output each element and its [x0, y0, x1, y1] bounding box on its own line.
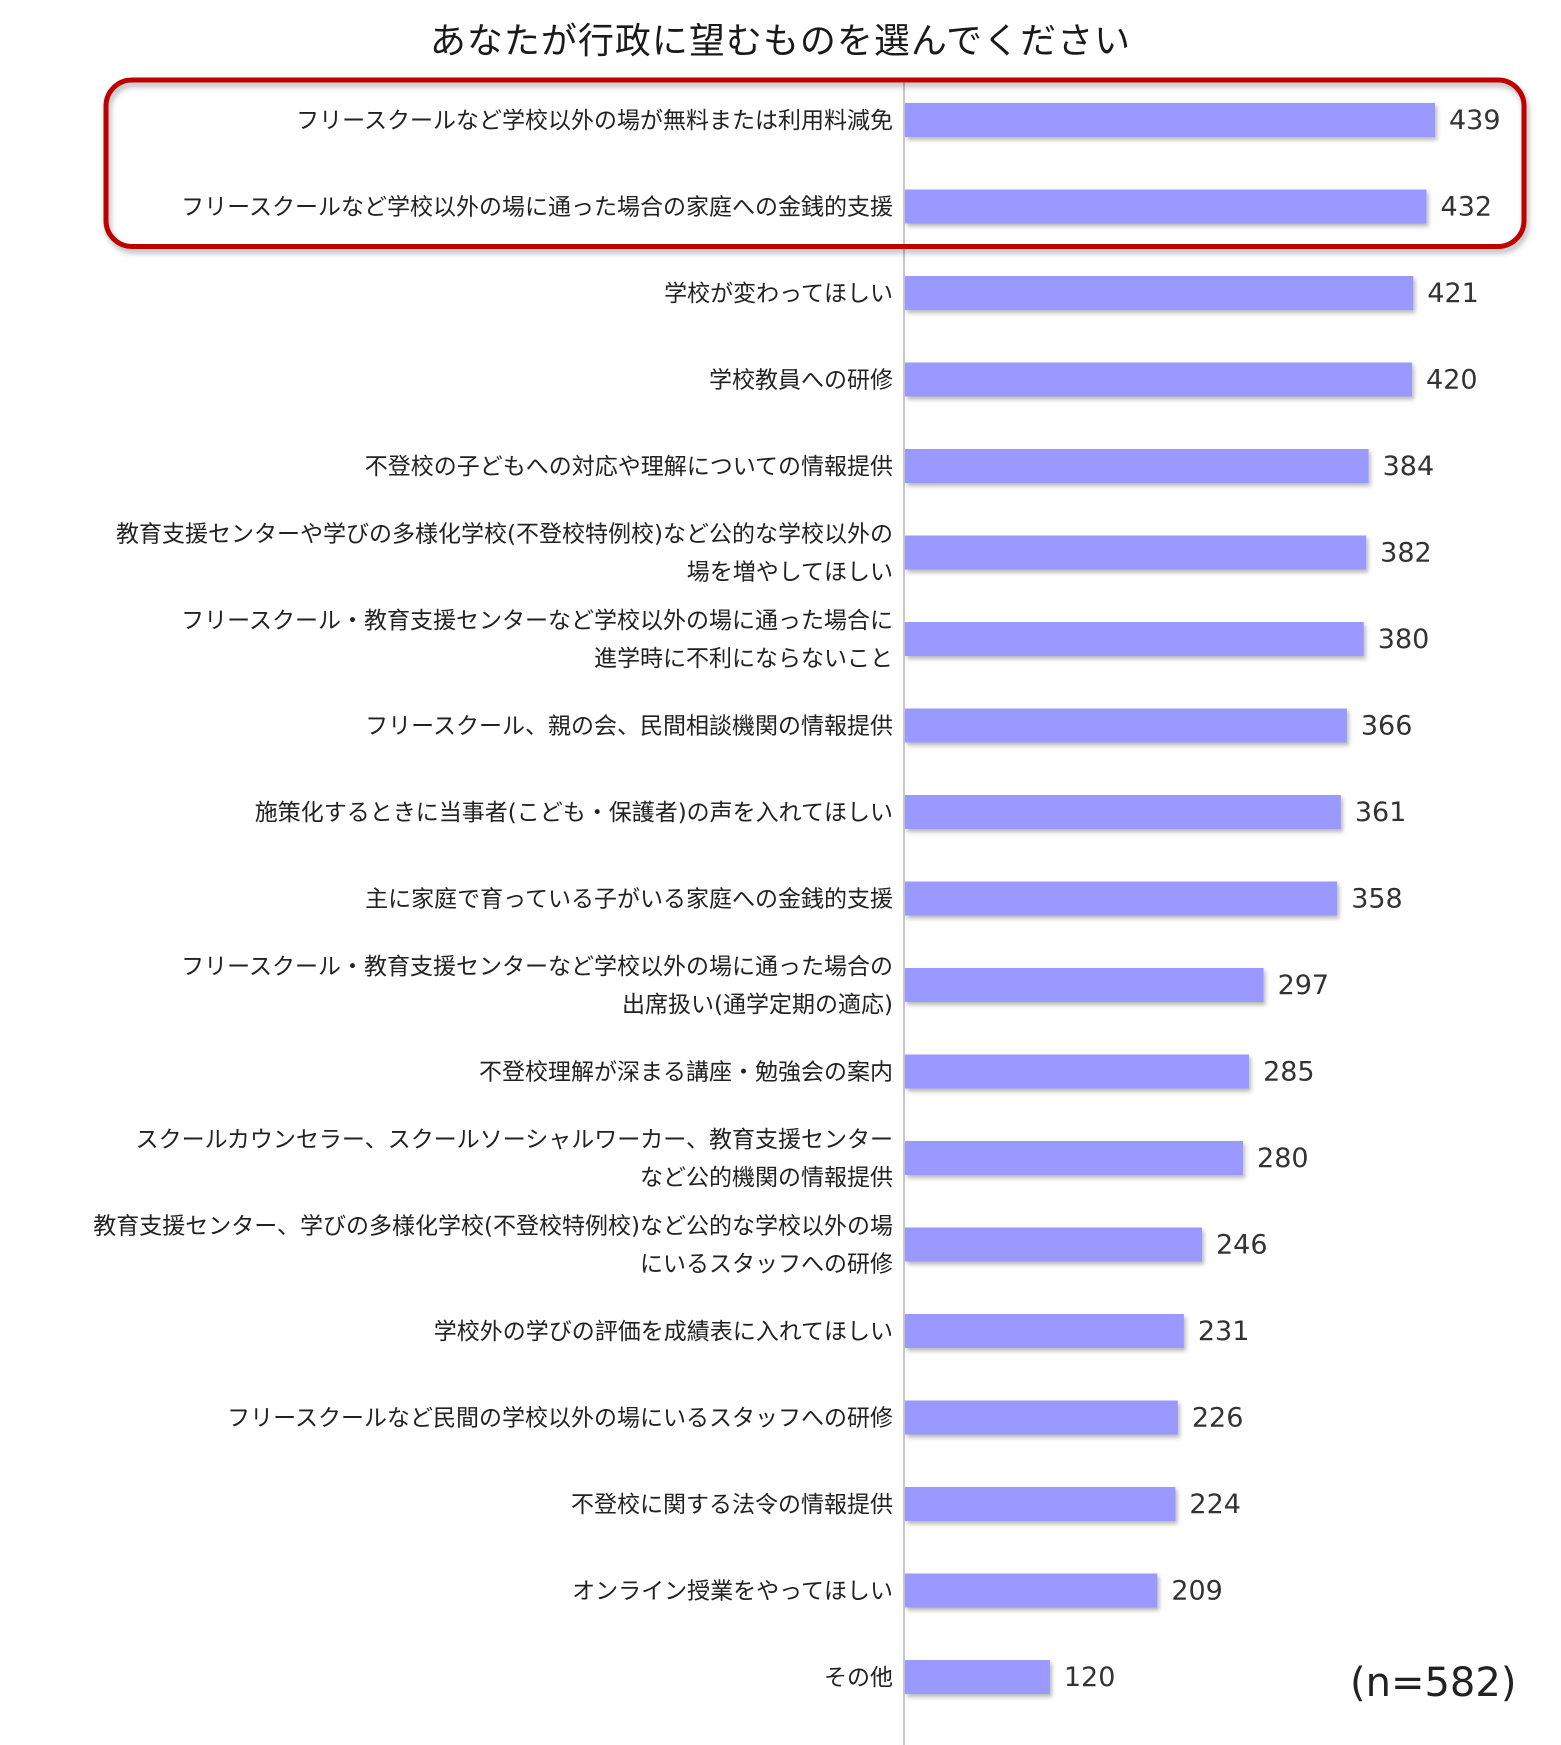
bar [905, 1054, 1250, 1089]
value-label: 224 [1189, 1489, 1241, 1520]
value-label: 226 [1192, 1403, 1244, 1434]
bars-layer: 439 フリースクールなど学校以外の場が無料または利用料減免 432 フリースクールな… [93, 103, 1501, 1694]
bar [905, 276, 1414, 310]
highlight-box [103, 77, 1527, 249]
category-label: にいるスタッフへの研修 [640, 1252, 893, 1278]
bar [905, 881, 1338, 916]
value-label: 280 [1257, 1143, 1309, 1174]
category-label: 場を増やしてほしい [687, 560, 893, 586]
sample-size-note: (n=582) [1350, 1660, 1517, 1706]
value-label: 384 [1383, 451, 1435, 482]
bar [905, 968, 1264, 1002]
value-label: 439 [1449, 105, 1501, 136]
category-label: オンライン授業をやってほしい [572, 1579, 893, 1605]
value-label: 209 [1171, 1576, 1223, 1607]
category-label: 主に家庭で育っている子がいる家庭への金銭的支援 [365, 887, 893, 913]
bar [905, 1227, 1202, 1262]
category-label: 学校が変わってほしい [664, 281, 893, 307]
value-label: 285 [1263, 1057, 1315, 1088]
value-label: 120 [1064, 1662, 1116, 1693]
value-label: 420 [1426, 365, 1478, 396]
bar [905, 449, 1369, 483]
category-label: フリースクール・教育支援センターなど学校以外の場に通った場合に [181, 608, 893, 634]
category-label: 学校教員への研修 [709, 368, 893, 394]
category-label: フリースクールなど学校以外の場に通った場合の家庭への金銭的支援 [181, 195, 893, 221]
category-label: フリースクール、親の会、民間相談機関の情報提供 [365, 714, 893, 740]
category-label: 不登校に関する法令の情報提供 [571, 1492, 893, 1518]
value-label: 366 [1361, 711, 1413, 742]
bar [905, 1660, 1050, 1694]
value-label: 297 [1278, 970, 1330, 1001]
category-label: 不登校理解が深まる講座・勉強会の案内 [479, 1060, 893, 1086]
bar [905, 622, 1364, 656]
category-label: フリースクールなど民間の学校以外の場にいるスタッフへの研修 [227, 1406, 893, 1432]
value-label: 358 [1351, 884, 1403, 915]
bar [905, 1141, 1244, 1175]
category-label: 出席扱い(通学定期の適応) [622, 992, 893, 1018]
bar [905, 795, 1341, 829]
category-label: 教育支援センター、学びの多様化学校(不登校特例校)など公的な学校以外の場 [93, 1214, 893, 1240]
value-label: 432 [1441, 192, 1493, 223]
bar [905, 708, 1347, 743]
bar [905, 362, 1413, 397]
category-label: 施策化するときに当事者(こども・保護者)の声を入れてほしい [255, 800, 893, 826]
value-label: 361 [1355, 797, 1407, 828]
bar [905, 1487, 1176, 1521]
bar [905, 1573, 1158, 1608]
category-label: 進学時に不利にならないこと [594, 646, 893, 672]
chart-title: あなたが行政に望むものを選んでください [429, 21, 1132, 62]
category-label: 教育支援センターや学びの多様化学校(不登校特例校)など公的な学校以外の [116, 522, 893, 548]
bar [905, 1400, 1178, 1435]
value-label: 382 [1380, 538, 1432, 569]
category-label: 不登校の子どもへの対応や理解についての情報提供 [365, 454, 893, 480]
value-label: 380 [1378, 624, 1430, 655]
category-label: 学校外の学びの評価を成績表に入れてほしい [434, 1319, 893, 1345]
bar [905, 189, 1427, 224]
category-label: その他 [824, 1665, 893, 1691]
category-label: フリースクールなど学校以外の場が無料または利用料減免 [296, 108, 893, 134]
bar [905, 103, 1435, 137]
category-label: スクールカウンセラー、スクールソーシャルワーカー、教育支援センター [136, 1127, 893, 1153]
bar [905, 535, 1367, 570]
value-label: 246 [1216, 1230, 1268, 1261]
value-label: 421 [1427, 278, 1479, 309]
category-label: など公的機関の情報提供 [640, 1165, 893, 1191]
bar [905, 1314, 1184, 1348]
category-label: フリースクール・教育支援センターなど学校以外の場に通った場合の [181, 954, 893, 980]
value-label: 231 [1198, 1316, 1250, 1347]
